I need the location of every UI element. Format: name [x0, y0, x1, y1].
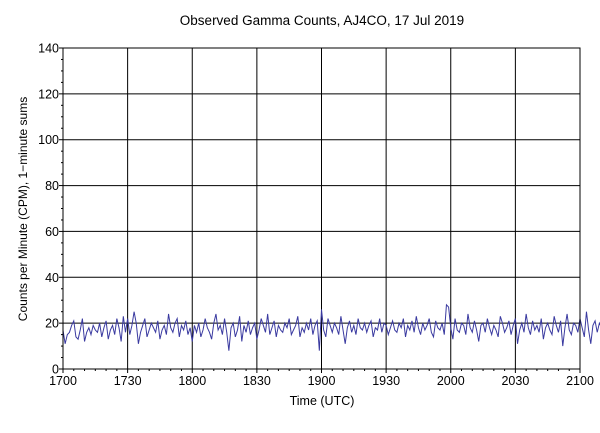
y-tick-label: 140	[38, 42, 59, 56]
x-tick-label: 2030	[501, 374, 529, 388]
y-tick-label: 100	[38, 133, 59, 147]
series-line	[62, 303, 600, 351]
x-tick-label: 1730	[114, 374, 142, 388]
x-tick-label: 1700	[49, 374, 77, 388]
y-axis-label: Counts per Minute (CPM), 1−minute sums	[16, 97, 30, 321]
chart-title: Observed Gamma Counts, AJ4CO, 17 Jul 201…	[180, 13, 464, 28]
plot-border	[62, 47, 581, 370]
y-tick-label: 60	[45, 225, 59, 239]
x-tick-label: 1930	[372, 374, 400, 388]
y-tick-label: 20	[45, 317, 59, 331]
y-tick-label: 80	[45, 179, 59, 193]
y-tick-label: 0	[52, 363, 59, 377]
x-tick-label: 2100	[566, 374, 594, 388]
y-tick-label: 120	[38, 87, 59, 101]
x-tick-label: 2000	[437, 374, 465, 388]
x-tick-label: 1830	[243, 374, 271, 388]
y-tick-label: 40	[45, 271, 59, 285]
x-axis-label: Time (UTC)	[290, 394, 355, 408]
y-axis-ticks: 0 20 40 60 80 100 120 140	[38, 42, 63, 377]
x-tick-label: 1800	[178, 374, 206, 388]
x-tick-label: 1900	[308, 374, 336, 388]
x-axis-ticks: 1700 1730 1800 1830 1900 1930 2000 2030 2100	[49, 369, 594, 388]
